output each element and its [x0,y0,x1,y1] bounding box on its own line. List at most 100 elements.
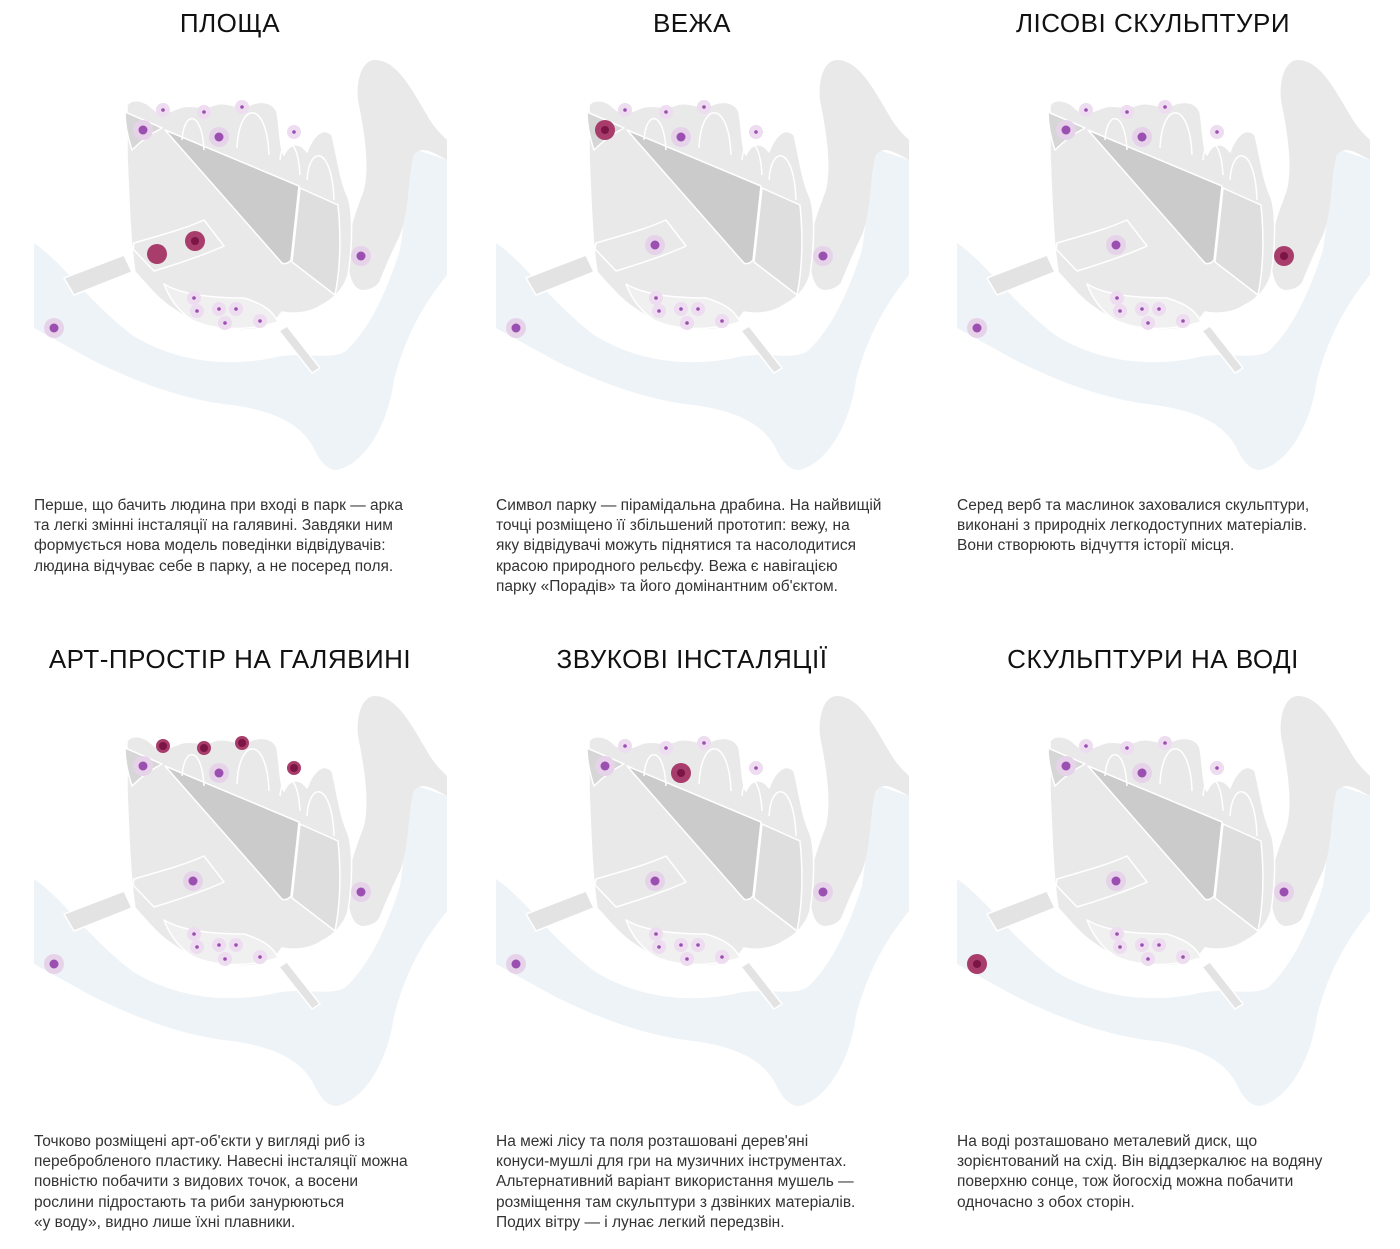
marker-meadow[interactable] [197,741,211,755]
marker-meadow-south[interactable] [229,938,243,952]
marker-sound[interactable] [1132,763,1152,783]
marker-meadow-south[interactable] [652,304,666,318]
marker-meadow-south[interactable] [715,314,729,328]
marker-meadow[interactable] [156,103,170,117]
marker-meadow[interactable] [1120,105,1134,119]
marker-plaza-x[interactable] [645,235,665,255]
marker-meadow-south[interactable] [1152,302,1166,316]
marker-meadow-south[interactable] [1110,927,1124,941]
marker-meadow[interactable] [1079,103,1093,117]
marker-sound[interactable] [1132,127,1152,147]
marker-tower[interactable] [133,120,153,140]
marker-forest[interactable] [1274,246,1294,266]
marker-meadow[interactable] [235,736,249,750]
marker-meadow[interactable] [1210,761,1224,775]
marker-water[interactable] [44,954,64,974]
panel-title: СКУЛЬПТУРИ НА ВОДІ [1007,644,1299,674]
marker-meadow-south[interactable] [187,291,201,305]
marker-meadow-south[interactable] [691,938,705,952]
marker-meadow-south[interactable] [218,316,232,330]
marker-plaza-x[interactable] [1106,235,1126,255]
marker-meadow-south[interactable] [649,291,663,305]
marker-meadow[interactable] [1210,125,1224,139]
marker-forest[interactable] [351,246,371,266]
marker-meadow-south[interactable] [715,950,729,964]
marker-meadow-south[interactable] [1152,938,1166,952]
marker-plaza[interactable] [185,231,205,251]
marker-meadow[interactable] [1158,736,1172,750]
marker-meadow[interactable] [697,736,711,750]
marker-meadow-south[interactable] [680,952,694,966]
marker-water[interactable] [967,318,987,338]
marker-meadow[interactable] [197,105,211,119]
marker-tower[interactable] [595,756,615,776]
marker-meadow-south[interactable] [652,940,666,954]
marker-meadow[interactable] [156,739,170,753]
marker-tower[interactable] [133,756,153,776]
marker-meadow-south[interactable] [1176,314,1190,328]
marker-forest[interactable] [351,882,371,902]
marker-meadow[interactable] [1079,739,1093,753]
marker-sound[interactable] [671,127,691,147]
marker-meadow-south[interactable] [229,302,243,316]
marker-meadow-south[interactable] [680,316,694,330]
east-field [1214,187,1264,296]
marker-sound[interactable] [671,763,691,783]
marker-meadow-south[interactable] [218,952,232,966]
panel-description: Перше, що бачить людина при вході в парк… [34,497,404,575]
pier [1201,961,1244,1010]
marker-meadow-south[interactable] [674,302,688,316]
marker-meadow[interactable] [659,105,673,119]
marker-meadow-south[interactable] [1135,302,1149,316]
marker-forest[interactable] [1274,882,1294,902]
marker-forest[interactable] [813,882,833,902]
marker-meadow-south[interactable] [212,938,226,952]
marker-meadow[interactable] [618,739,632,753]
marker-meadow[interactable] [287,125,301,139]
marker-tower[interactable] [1056,120,1076,140]
marker-plaza-x[interactable] [1106,871,1126,891]
marker-meadow-south[interactable] [212,302,226,316]
marker-meadow[interactable] [749,125,763,139]
marker-sound[interactable] [209,127,229,147]
marker-water[interactable] [506,318,526,338]
marker-meadow-south[interactable] [190,940,204,954]
marker-water[interactable] [44,318,64,338]
marker-water[interactable] [506,954,526,974]
marker-meadow-south[interactable] [1113,304,1127,318]
park-map [494,50,924,480]
forest-edge [768,791,797,837]
marker-meadow-south[interactable] [649,927,663,941]
marker-meadow-south[interactable] [1135,938,1149,952]
marker-water[interactable] [967,954,987,974]
marker-meadow-south[interactable] [1141,316,1155,330]
marker-meadow[interactable] [697,100,711,114]
marker-meadow-south[interactable] [1176,950,1190,964]
marker-meadow[interactable] [287,761,301,775]
marker-tower[interactable] [1056,756,1076,776]
marker-meadow[interactable] [659,741,673,755]
entrance-strip [63,254,133,296]
marker-plaza[interactable] [147,244,167,264]
marker-meadow[interactable] [618,103,632,117]
marker-meadow-south[interactable] [253,950,267,964]
marker-forest[interactable] [813,246,833,266]
marker-meadow[interactable] [1158,100,1172,114]
marker-sound[interactable] [209,763,229,783]
marker-meadow-south[interactable] [253,314,267,328]
forest-edge [768,155,797,201]
marker-meadow[interactable] [1120,741,1134,755]
marker-meadow-south[interactable] [1110,291,1124,305]
marker-plaza-x[interactable] [183,871,203,891]
east-peninsula [348,60,447,290]
marker-meadow-south[interactable] [1141,952,1155,966]
marker-meadow-south[interactable] [187,927,201,941]
marker-meadow-south[interactable] [691,302,705,316]
marker-plaza-x[interactable] [645,871,665,891]
marker-meadow[interactable] [749,761,763,775]
marker-meadow-south[interactable] [190,304,204,318]
marker-meadow[interactable] [235,100,249,114]
marker-meadow-south[interactable] [674,938,688,952]
marker-tower[interactable] [595,120,615,140]
marker-meadow-south[interactable] [1113,940,1127,954]
